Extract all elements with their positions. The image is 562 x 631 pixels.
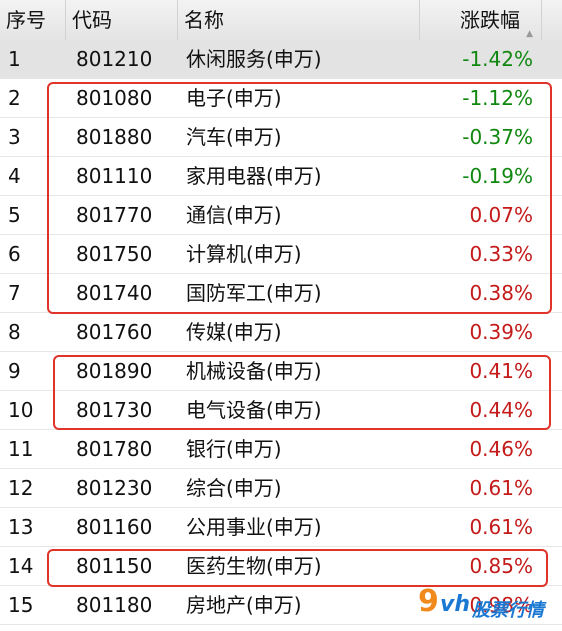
row-code: 801230 [76,476,153,500]
row-index: 3 [8,125,21,149]
row-code: 801760 [76,320,153,344]
row-index: 9 [8,359,21,383]
row-code: 801160 [76,515,153,539]
col-header-name[interactable]: 名称 [178,0,420,40]
row-index: 14 [8,554,34,578]
watermark-text: 股票行情 [472,600,544,621]
row-change: 0.33% [469,242,533,266]
row-code: 801110 [76,164,153,188]
row-name: 计算机(申万) [186,242,302,266]
row-index: 7 [8,281,21,305]
row-change: -1.12% [462,86,533,110]
row-name: 机械设备(申万) [186,359,322,383]
table-row[interactable]: 9 801890 机械设备(申万) 0.41% [0,352,562,391]
row-index: 1 [8,47,21,71]
table-row[interactable]: 13 801160 公用事业(申万) 0.61% [0,508,562,547]
row-code: 801780 [76,437,153,461]
row-code: 801210 [76,47,153,71]
row-change: 0.07% [469,203,533,227]
table-row[interactable]: 7 801740 国防军工(申万) 0.38% [0,274,562,313]
row-name: 汽车(申万) [186,125,282,149]
row-code: 801080 [76,86,153,110]
row-change: -1.42% [462,47,533,71]
row-name: 家用电器(申万) [186,164,322,188]
table-row[interactable]: 12 801230 综合(申万) 0.61% [0,469,562,508]
row-change: 0.38% [469,281,533,305]
table-row[interactable]: 14 801150 医药生物(申万) 0.85% [0,547,562,586]
row-name: 通信(申万) [186,203,282,227]
row-index: 6 [8,242,21,266]
row-change: 0.44% [469,398,533,422]
col-header-change[interactable]: 涨跌幅 ▲ [420,0,542,40]
row-index: 12 [8,476,34,500]
row-code: 801750 [76,242,153,266]
col-header-index-label: 序号 [6,8,46,32]
table-row[interactable]: 5 801770 通信(申万) 0.07% [0,196,562,235]
row-name: 综合(申万) [186,476,282,500]
table-row[interactable]: 4 801110 家用电器(申万) -0.19% [0,157,562,196]
row-change: 0.39% [469,320,533,344]
row-code: 801880 [76,125,153,149]
row-change: 0.41% [469,359,533,383]
watermark-mark: 9 [418,584,439,619]
sort-up-icon: ▲ [526,29,533,39]
row-name: 房地产(申万) [186,593,302,617]
row-code: 801180 [76,593,153,617]
row-name: 国防军工(申万) [186,281,322,305]
row-code: 801770 [76,203,153,227]
table-row[interactable]: 1 801210 休闲服务(申万) -1.42% [0,40,562,79]
row-name: 电子(申万) [186,86,282,110]
table-header: 序号 代码 名称 涨跌幅 ▲ [0,0,562,41]
col-header-code-label: 代码 [72,8,112,32]
row-change: 0.46% [469,437,533,461]
row-index: 15 [8,593,34,617]
row-name: 休闲服务(申万) [186,47,322,71]
row-change: 0.85% [469,554,533,578]
col-header-code[interactable]: 代码 [66,0,178,40]
row-change: -0.37% [462,125,533,149]
row-index: 13 [8,515,34,539]
row-change: 0.98% [469,593,533,617]
row-code: 801740 [76,281,153,305]
row-index: 11 [8,437,34,461]
row-name: 银行(申万) [186,437,282,461]
col-header-name-label: 名称 [184,8,224,32]
table-row[interactable]: 8 801760 传媒(申万) 0.39% [0,313,562,352]
row-change: -0.19% [462,164,533,188]
row-change: 0.61% [469,515,533,539]
table-row[interactable]: 3 801880 汽车(申万) -0.37% [0,118,562,157]
row-change: 0.61% [469,476,533,500]
row-index: 4 [8,164,21,188]
watermark-brand: vh [440,592,471,617]
row-code: 801150 [76,554,153,578]
col-header-change-label: 涨跌幅 [460,8,520,32]
row-index: 8 [8,320,21,344]
col-header-spacer [542,0,562,40]
row-index: 10 [8,398,34,422]
row-name: 医药生物(申万) [186,554,322,578]
table-row[interactable]: 15 801180 房地产(申万) 0.98% [0,586,562,625]
row-name: 传媒(申万) [186,320,282,344]
row-code: 801730 [76,398,153,422]
row-index: 2 [8,86,21,110]
table-row[interactable]: 6 801750 计算机(申万) 0.33% [0,235,562,274]
row-name: 电气设备(申万) [186,398,322,422]
col-header-index[interactable]: 序号 [0,0,66,40]
table-row[interactable]: 2 801080 电子(申万) -1.12% [0,79,562,118]
table-row[interactable]: 11 801780 银行(申万) 0.46% [0,430,562,469]
row-code: 801890 [76,359,153,383]
row-name: 公用事业(申万) [186,515,322,539]
row-index: 5 [8,203,21,227]
table-row[interactable]: 10 801730 电气设备(申万) 0.44% [0,391,562,430]
